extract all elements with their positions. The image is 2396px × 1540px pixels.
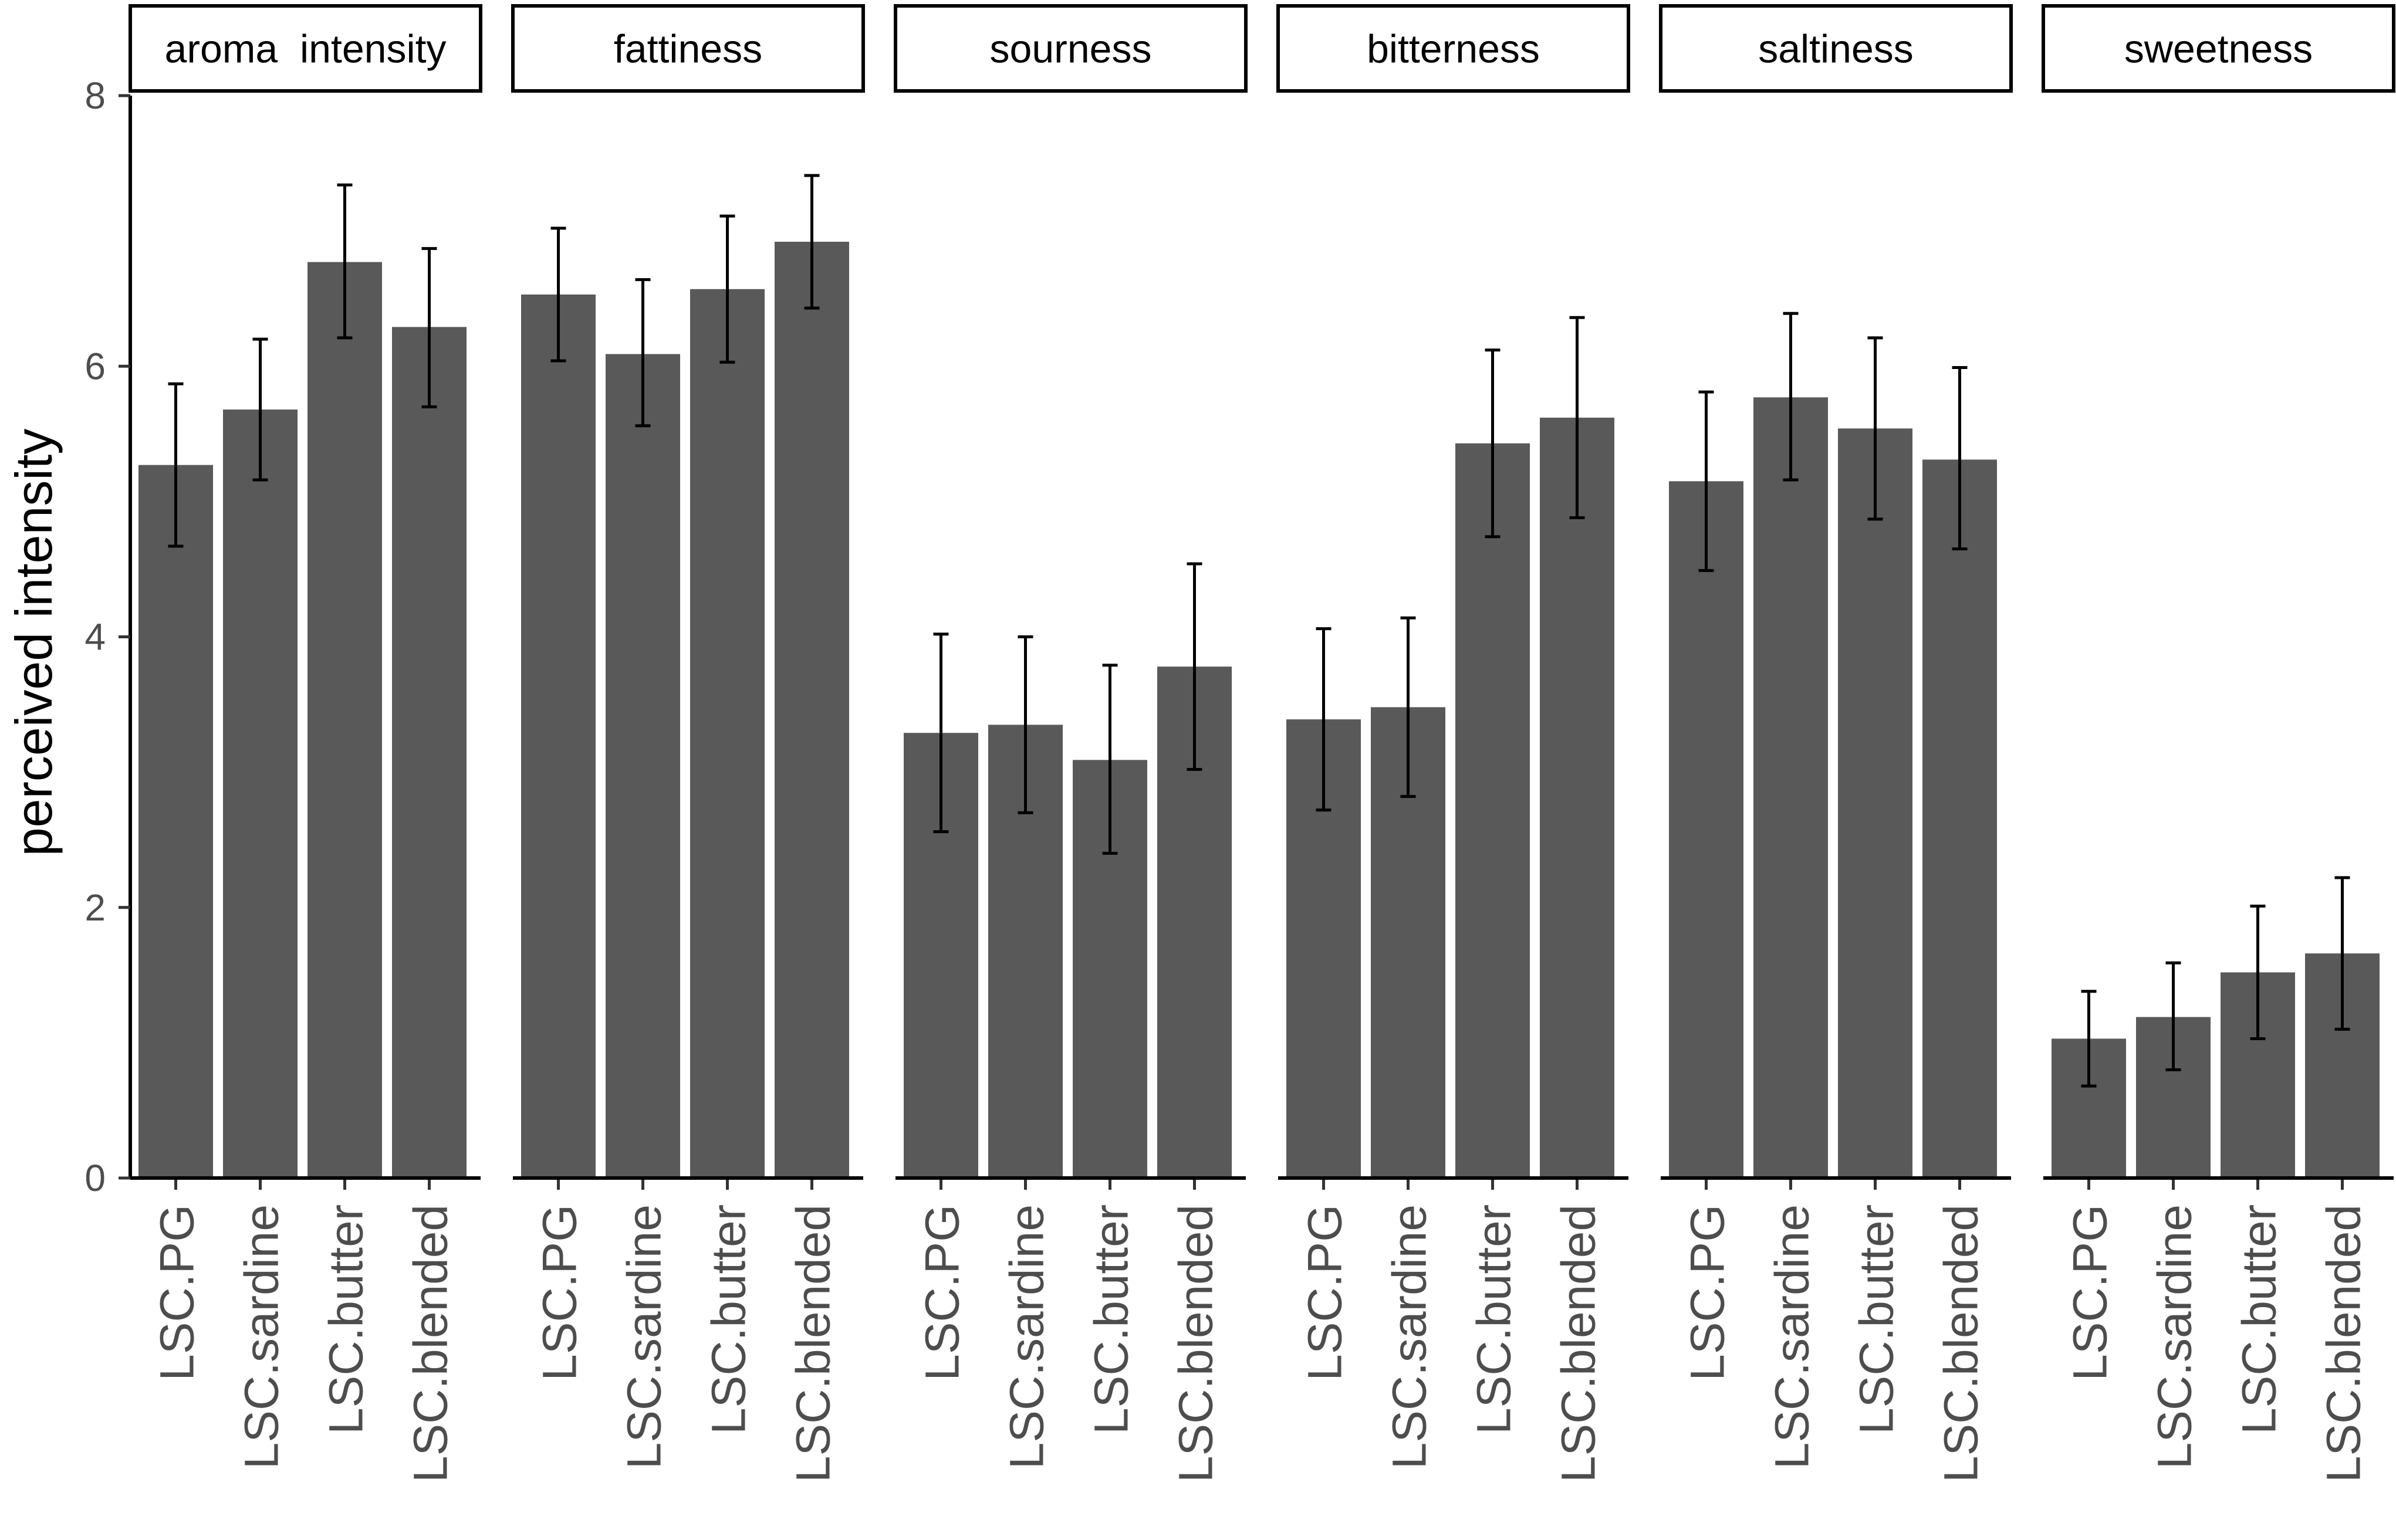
facet-strip-label: saltiness: [1758, 27, 1914, 72]
x-tick-label: LSC.PG: [916, 1204, 969, 1381]
x-tick-label: LSC.sardine: [2148, 1204, 2202, 1469]
x-tick-label: LSC.PG: [533, 1204, 587, 1381]
y-axis-title: perceived intensity: [5, 429, 63, 857]
bar: [1669, 481, 1743, 1178]
bar: [1540, 417, 1614, 1179]
facet-strip-label: bitterness: [1367, 27, 1540, 72]
bar: [223, 409, 298, 1178]
facet-strip: [1659, 4, 2013, 93]
facet-panel: sweetness LSC.PG LSC.sardine LSC.butter LSC.…: [2042, 4, 2395, 1483]
x-tick-label: LSC.blended: [1935, 1204, 1988, 1483]
bar: [1753, 397, 1828, 1179]
bar: [521, 295, 596, 1178]
y-tick-label: 6: [85, 345, 106, 387]
facet-strip: [1276, 4, 1630, 93]
bar: [775, 242, 849, 1179]
y-tick-label: 0: [85, 1157, 106, 1199]
facet-strip: [894, 4, 1248, 93]
facet-strip-label: sourness: [990, 27, 1152, 72]
facet-strip-label: sweetness: [2124, 27, 2313, 72]
facet-panel: fattiness LSC.PG LSC.sardine LSC.butter LSC.…: [511, 4, 865, 1483]
facet-strip: [511, 4, 865, 93]
facet-panels: aroma intensity LSC.PG LSC.sardine LSC.butt…: [129, 4, 2395, 1483]
bar: [138, 465, 213, 1179]
facet-panel: aroma intensity LSC.PG LSC.sardine LSC.butt…: [129, 4, 482, 1483]
bar: [1922, 459, 1997, 1178]
facet-panel: saltiness LSC.PG LSC.sardine LSC.butter LSC.…: [1659, 4, 2013, 1483]
x-tick-label: LSC.PG: [1681, 1204, 1735, 1381]
x-tick-label: LSC.PG: [1299, 1204, 1352, 1381]
bar: [392, 327, 467, 1178]
x-tick-label: LSC.blended: [404, 1204, 458, 1483]
facet-strip: [129, 4, 482, 93]
bar: [1455, 443, 1530, 1178]
x-tick-label: LSC.butter: [702, 1204, 756, 1434]
facet-panel: bitterness LSC.PG LSC.sardine LSC.butter LSC…: [1276, 4, 1630, 1483]
x-tick-label: LSC.sardine: [235, 1204, 289, 1469]
x-tick-label: LSC.blended: [2317, 1204, 2371, 1483]
y-axis: 0 2 4 6 8: [85, 75, 132, 1199]
bar: [606, 354, 680, 1178]
x-tick-label: LSC.blended: [787, 1204, 840, 1483]
facet-strip: [2042, 4, 2395, 93]
x-tick-label: LSC.sardine: [1383, 1204, 1437, 1469]
x-tick-label: LSC.blended: [1170, 1204, 1223, 1483]
y-tick-label: 4: [85, 616, 106, 658]
y-tick-label: 8: [85, 75, 106, 117]
x-tick-label: LSC.butter: [2233, 1204, 2286, 1434]
x-tick-label: LSC.butter: [1085, 1204, 1138, 1434]
x-tick-label: LSC.sardine: [1001, 1204, 1054, 1469]
bar: [1838, 428, 1912, 1178]
y-tick-label: 2: [85, 886, 106, 929]
x-tick-label: LSC.sardine: [618, 1204, 671, 1469]
x-tick-label: LSC.sardine: [1766, 1204, 1819, 1469]
facet-strip-label: aroma intensity: [165, 27, 447, 72]
x-tick-label: LSC.butter: [320, 1204, 373, 1434]
x-tick-label: LSC.blended: [1552, 1204, 1606, 1483]
x-tick-label: LSC.butter: [1850, 1204, 1904, 1434]
x-tick-label: LSC.PG: [2064, 1204, 2117, 1381]
facet-strip-label: fattiness: [614, 27, 762, 72]
bar: [307, 262, 382, 1179]
bar: [690, 289, 765, 1179]
x-tick-label: LSC.butter: [1468, 1204, 1521, 1434]
facet-panel: sourness LSC.PG LSC.sardine LSC.butter LSC.b…: [894, 4, 1248, 1483]
x-tick-label: LSC.PG: [151, 1204, 204, 1381]
